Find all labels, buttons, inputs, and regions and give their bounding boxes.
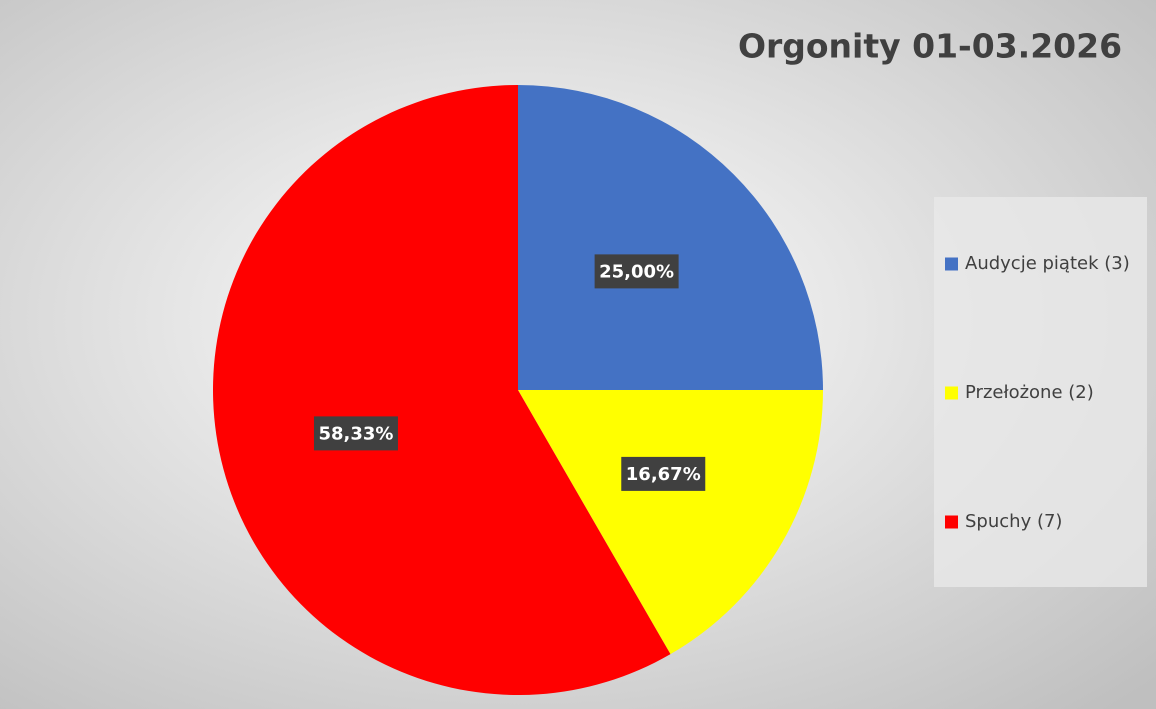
data-label-box bbox=[313, 416, 398, 451]
legend-label: Przełożone (2) bbox=[965, 382, 1094, 403]
legend-label: Spuchy (7) bbox=[965, 511, 1062, 532]
chart-title: Orgonity 01-03.2026 bbox=[738, 27, 1122, 66]
legend-box bbox=[934, 197, 1147, 587]
pie-slice bbox=[518, 390, 823, 655]
legend-swatch bbox=[945, 515, 958, 529]
data-label: 58,33% bbox=[318, 423, 393, 444]
legend-swatch bbox=[945, 386, 958, 400]
data-label-box bbox=[594, 254, 679, 289]
pie-slice bbox=[212, 85, 671, 695]
data-label-box bbox=[621, 456, 706, 491]
data-label: 16,67% bbox=[626, 464, 701, 485]
pie-slice bbox=[518, 85, 823, 390]
data-label: 25,00% bbox=[599, 261, 674, 282]
legend-swatch bbox=[945, 257, 958, 271]
legend-label: Audycje piątek (3) bbox=[965, 253, 1130, 274]
